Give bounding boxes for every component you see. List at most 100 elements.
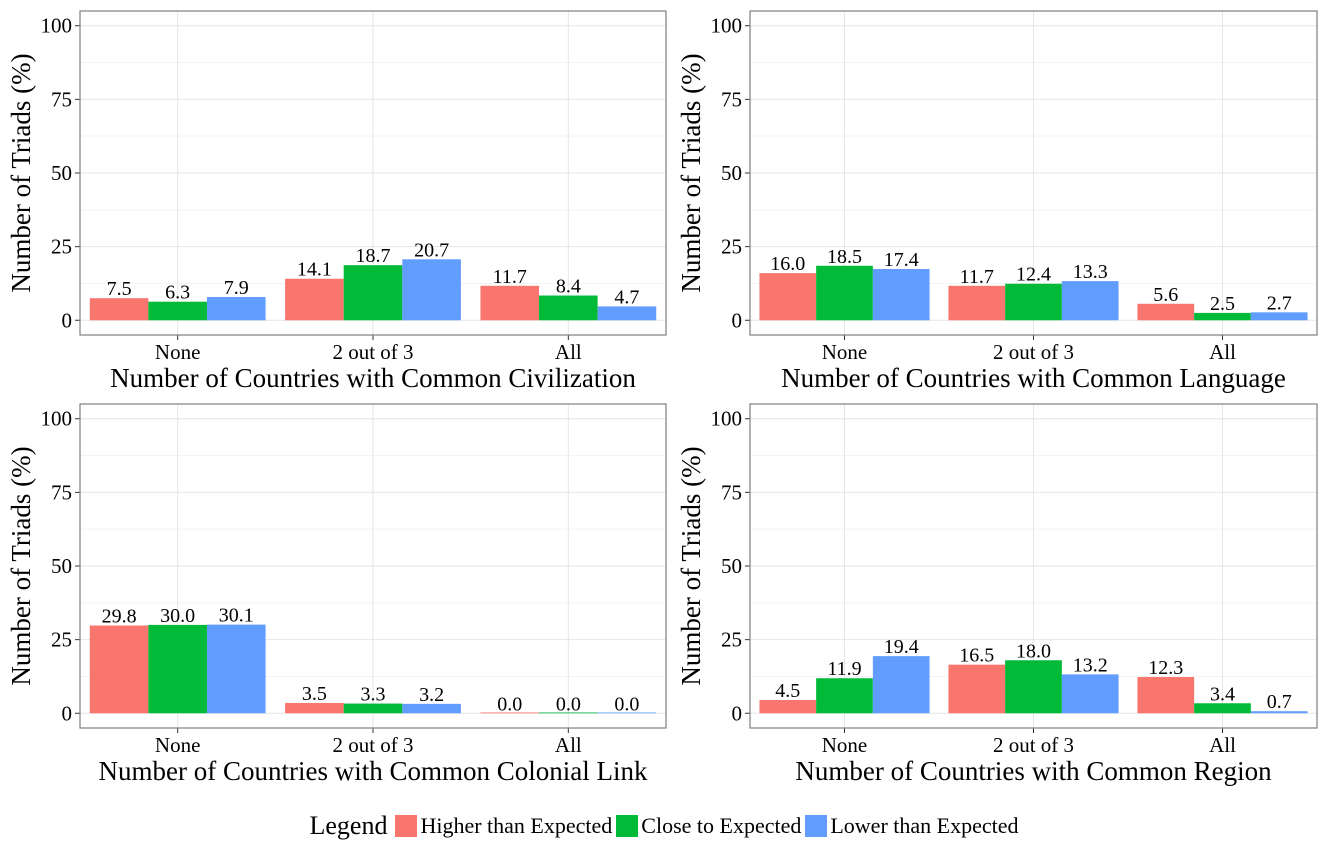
y-tick-label: 100 xyxy=(711,14,743,38)
bar-lower xyxy=(1061,281,1119,321)
bar-close xyxy=(816,678,873,714)
y-tick-label: 75 xyxy=(51,480,72,504)
bar-lower xyxy=(402,259,461,321)
bar-lower xyxy=(1250,312,1308,321)
legend-label-higher: Higher than Expected xyxy=(420,813,613,838)
y-tick-label: 50 xyxy=(51,161,72,185)
data-label: 16.5 xyxy=(959,645,994,667)
y-tick-label: 75 xyxy=(51,87,72,111)
legend-label-lower: Lower than Expected xyxy=(830,813,1019,838)
data-label: 12.3 xyxy=(1148,657,1183,679)
data-label: 4.7 xyxy=(614,286,639,308)
x-tick-label: None xyxy=(155,733,201,757)
bar-higher xyxy=(480,285,540,321)
bar-higher xyxy=(285,278,344,321)
x-tick-label: 2 out of 3 xyxy=(332,733,413,757)
y-tick-label: 75 xyxy=(721,480,742,504)
data-label: 14.1 xyxy=(297,259,332,281)
x-tick-label: 2 out of 3 xyxy=(993,733,1074,757)
plot-border xyxy=(79,10,667,336)
legend-swatch-lower xyxy=(805,815,828,837)
legend-item-close: Close to Expected xyxy=(616,813,801,839)
data-label: 7.5 xyxy=(107,278,132,300)
legend-label-close: Close to Expected xyxy=(641,813,802,838)
y-tick-label: 50 xyxy=(721,161,742,185)
y-tick-label: 50 xyxy=(51,554,72,578)
data-label: 18.5 xyxy=(827,246,862,268)
bar-close xyxy=(148,624,207,714)
data-label: 7.9 xyxy=(224,277,249,299)
chart-figure: 0 25 50 75 100 7.5 6.3 7.9 None 14.1 18.7 20.7 2 out… xyxy=(6,10,1318,786)
y-tick-label: 100 xyxy=(41,407,73,431)
y-tick-label: 25 xyxy=(721,628,742,652)
bar-higher xyxy=(948,285,1006,321)
plot-border xyxy=(749,10,1318,336)
y-axis-title: Number of Triads (%) xyxy=(676,446,706,685)
bar-higher xyxy=(1137,677,1195,714)
y-tick-label: 25 xyxy=(721,235,742,259)
bar-close xyxy=(816,265,873,321)
data-label: 17.4 xyxy=(884,249,919,271)
bar-lower xyxy=(872,656,930,714)
bar-close xyxy=(1005,660,1062,714)
legend: Legend Higher than Expected Close to Exp… xyxy=(0,806,1328,846)
y-axis-title: Number of Triads (%) xyxy=(6,53,36,292)
x-tick-label: All xyxy=(555,733,582,757)
bar-close xyxy=(539,712,598,714)
x-axis-title: Number of Countries with Common Language xyxy=(781,363,1286,393)
bar-higher xyxy=(948,664,1006,714)
x-tick-label: None xyxy=(155,340,201,364)
data-label: 19.4 xyxy=(884,636,919,658)
bar-close xyxy=(343,265,403,321)
data-label: 30.0 xyxy=(160,605,195,627)
data-label: 0.0 xyxy=(556,693,581,715)
y-tick-label: 0 xyxy=(732,701,743,725)
panel-civilization: 0 25 50 75 100 7.5 6.3 7.9 None 14.1 18.7 20.7 2 out… xyxy=(6,10,667,393)
bar-higher xyxy=(89,625,149,714)
bar-higher xyxy=(480,712,540,714)
y-tick-label: 100 xyxy=(711,407,743,431)
data-label: 11.7 xyxy=(960,266,994,288)
bar-lower xyxy=(206,624,266,714)
data-label: 11.7 xyxy=(493,266,527,288)
legend-title: Legend xyxy=(309,811,388,840)
x-tick-label: All xyxy=(1209,733,1236,757)
y-tick-label: 25 xyxy=(51,628,72,652)
data-label: 5.6 xyxy=(1153,284,1178,306)
data-label: 11.9 xyxy=(827,658,861,680)
legend-swatch-close xyxy=(616,815,639,837)
x-tick-label: 2 out of 3 xyxy=(332,340,413,364)
bar-close xyxy=(1005,283,1062,321)
bar-higher xyxy=(759,700,817,714)
data-label: 0.0 xyxy=(614,693,639,715)
legend-item-lower: Lower than Expected xyxy=(805,813,1019,839)
y-tick-label: 0 xyxy=(62,308,73,332)
data-label: 13.3 xyxy=(1073,261,1108,283)
data-label: 0.7 xyxy=(1267,691,1292,713)
bar-lower xyxy=(872,269,930,321)
data-label: 13.2 xyxy=(1073,654,1108,676)
plot-border xyxy=(79,403,667,729)
y-tick-label: 0 xyxy=(732,308,743,332)
bar-close xyxy=(1194,312,1251,321)
data-label: 16.0 xyxy=(770,253,805,275)
data-label: 12.4 xyxy=(1016,264,1051,286)
bar-close xyxy=(1194,703,1251,714)
panel-language: 0 25 50 75 100 16.0 18.5 17.4 None 11.7 12.4 13.3 2 … xyxy=(676,10,1318,393)
panel-region: 0 25 50 75 100 4.5 11.9 19.4 None 16.5 18.0 13.2 2 o… xyxy=(676,403,1318,786)
y-tick-label: 75 xyxy=(721,87,742,111)
y-tick-label: 50 xyxy=(721,554,742,578)
data-label: 2.7 xyxy=(1267,292,1292,314)
bar-close xyxy=(539,295,598,321)
y-tick-label: 0 xyxy=(62,701,73,725)
bar-lower xyxy=(1250,711,1308,714)
data-label: 3.4 xyxy=(1210,683,1235,705)
bar-higher xyxy=(1137,303,1195,321)
data-label: 3.5 xyxy=(302,683,327,705)
x-axis-title: Number of Countries with Common Colonial… xyxy=(99,756,648,786)
data-label: 4.5 xyxy=(775,680,800,702)
bar-close xyxy=(343,703,403,714)
bar-lower xyxy=(402,703,461,714)
legend-item-higher: Higher than Expected xyxy=(395,813,612,839)
bar-lower xyxy=(206,297,266,321)
